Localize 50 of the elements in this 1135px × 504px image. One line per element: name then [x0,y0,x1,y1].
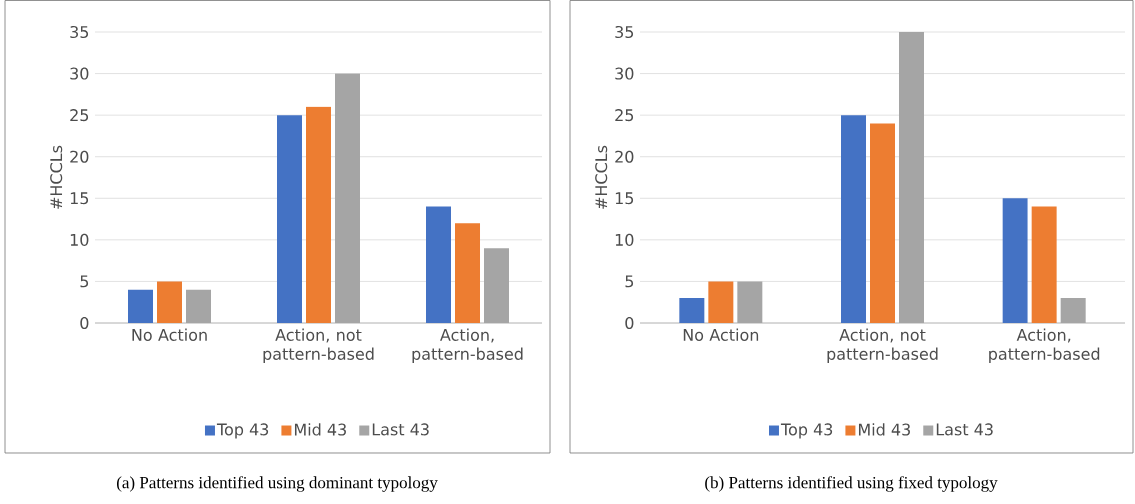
bar [708,281,734,323]
x-tick-label: Action, not pattern-based [827,328,938,364]
bar [841,115,867,323]
bar [157,281,182,323]
bar [679,298,705,323]
bar [1031,206,1057,323]
y-tick-label: 35 [70,25,89,39]
text: (b) Patterns identified using fixed typology [705,476,998,492]
bar [1002,198,1028,323]
legend-label: Mid 43 [858,423,910,436]
x-tick-label: Action, pattern-based [989,328,1100,364]
y-tick-label: 5 [80,275,89,288]
x-tick-label: No Action [683,328,759,341]
text: (a) Patterns identified using dominant typology [116,476,438,492]
y-tick-label: 10 [70,233,89,246]
legend-label: Mid 43 [294,423,346,436]
y-tick-label: 0 [625,316,634,330]
bar [737,281,763,323]
bar [1060,298,1086,323]
bar [426,206,451,323]
bar [186,289,211,323]
x-tick-label: Action, pattern-based [412,328,523,364]
bar [870,123,896,323]
y-tick-label: 15 [615,192,634,205]
bar [899,32,924,323]
y-tick-label: 10 [615,233,634,246]
y-tick-label: 25 [615,109,634,122]
y-tick-label: 15 [70,192,89,205]
x-tick-label: Action, not pattern-based [263,328,374,364]
bar [484,248,509,323]
legend-label: Last 43 [936,423,993,436]
bar [455,223,480,323]
legend-label: Last 43 [372,423,429,436]
y-axis-title: #HCCLs [50,145,63,209]
y-tick-label: 20 [70,150,89,163]
bar [277,115,302,323]
y-tick-label: 0 [80,316,89,330]
bar [128,289,153,323]
y-axis-title: #HCCLs [595,145,608,209]
y-tick-label: 20 [615,150,634,163]
y-tick-label: 30 [615,67,634,80]
bar [335,73,360,323]
y-tick-label: 30 [70,67,89,80]
legend-label: Top 43 [780,423,833,439]
y-tick-label: 5 [625,275,634,288]
y-tick-label: 35 [615,25,634,39]
bar [306,106,331,323]
x-tick-label: No Action [132,328,207,341]
y-tick-label: 25 [70,109,89,122]
legend-label: Top 43 [216,423,269,439]
